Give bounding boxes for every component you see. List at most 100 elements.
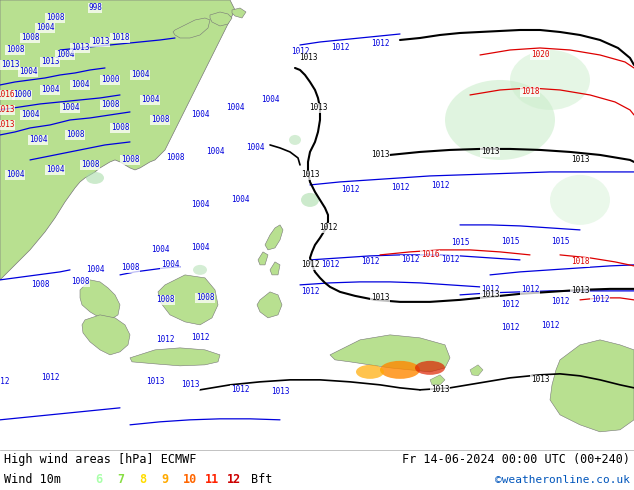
Text: 1013: 1013 [0, 105, 14, 115]
Text: 9: 9 [161, 473, 168, 487]
Polygon shape [130, 348, 220, 366]
Text: 1013: 1013 [41, 57, 59, 67]
Text: 1013: 1013 [1, 60, 19, 70]
Polygon shape [210, 12, 232, 26]
Text: 1012: 1012 [301, 287, 320, 296]
Text: 1018: 1018 [571, 257, 589, 267]
Text: 1013: 1013 [271, 387, 289, 396]
Text: 1012: 1012 [301, 260, 320, 270]
Text: 1018: 1018 [521, 87, 540, 97]
Text: 8: 8 [139, 473, 146, 487]
Text: 1008: 1008 [156, 295, 174, 304]
Text: 1004: 1004 [46, 166, 64, 174]
Text: High wind areas [hPa] ECMWF: High wind areas [hPa] ECMWF [4, 453, 197, 466]
Text: 1004: 1004 [191, 200, 209, 209]
Ellipse shape [415, 361, 445, 375]
Text: 1012: 1012 [501, 323, 519, 332]
Text: 1013: 1013 [371, 150, 389, 159]
Text: 1012: 1012 [481, 285, 499, 294]
Text: 1004: 1004 [161, 260, 179, 270]
Polygon shape [430, 375, 445, 385]
Text: 1015: 1015 [501, 237, 519, 246]
Text: 12: 12 [227, 473, 242, 487]
Text: 1008: 1008 [66, 130, 84, 140]
Text: 1012: 1012 [401, 255, 419, 265]
Text: 1004: 1004 [29, 135, 48, 145]
Text: 1012: 1012 [319, 223, 337, 232]
Ellipse shape [550, 175, 610, 225]
Text: 1004: 1004 [226, 103, 244, 113]
Ellipse shape [380, 361, 420, 379]
Text: 1008: 1008 [120, 155, 139, 165]
Text: 1008: 1008 [71, 277, 89, 286]
Ellipse shape [445, 80, 555, 160]
Text: 1012: 1012 [361, 257, 379, 267]
Text: 1000: 1000 [13, 91, 31, 99]
Text: 1008: 1008 [46, 14, 64, 23]
Text: 1016: 1016 [0, 91, 14, 99]
Text: ©weatheronline.co.uk: ©weatheronline.co.uk [495, 475, 630, 485]
Text: 1020: 1020 [531, 50, 549, 59]
Polygon shape [80, 280, 120, 320]
Text: 1004: 1004 [131, 71, 149, 79]
Text: 1004: 1004 [246, 144, 264, 152]
Text: 1012: 1012 [430, 181, 450, 191]
Text: 1004: 1004 [206, 147, 224, 156]
Text: 1013: 1013 [71, 44, 89, 52]
Text: 1008: 1008 [6, 46, 24, 54]
Text: 1012: 1012 [156, 335, 174, 344]
Text: 1013: 1013 [146, 377, 164, 386]
Text: 7: 7 [117, 473, 124, 487]
Text: 1013: 1013 [181, 380, 199, 390]
Text: 1012: 1012 [551, 297, 569, 306]
Text: 1012: 1012 [371, 40, 389, 49]
Text: 1013: 1013 [371, 294, 389, 302]
Text: 1004: 1004 [36, 24, 55, 32]
Text: Fr 14-06-2024 00:00 UTC (00+240): Fr 14-06-2024 00:00 UTC (00+240) [402, 453, 630, 466]
Text: 1004: 1004 [19, 68, 37, 76]
Text: 1008: 1008 [21, 33, 39, 43]
Text: 1013: 1013 [0, 121, 14, 129]
Ellipse shape [301, 193, 319, 207]
Text: 6: 6 [95, 473, 102, 487]
Polygon shape [270, 262, 280, 275]
Text: 1004: 1004 [86, 266, 104, 274]
Text: 1008: 1008 [81, 160, 100, 170]
Text: 1013: 1013 [309, 103, 327, 113]
Polygon shape [173, 18, 210, 38]
Text: 1004: 1004 [71, 80, 89, 90]
Text: 1012: 1012 [591, 295, 609, 304]
Text: 1012: 1012 [231, 385, 249, 394]
Text: 1013: 1013 [299, 53, 317, 63]
Polygon shape [158, 275, 218, 325]
Polygon shape [232, 8, 246, 18]
Text: 1013: 1013 [571, 155, 589, 165]
Text: 11: 11 [205, 473, 219, 487]
Text: 10: 10 [183, 473, 197, 487]
Text: 1012: 1012 [521, 285, 540, 294]
Text: 1012: 1012 [541, 321, 559, 330]
Text: 1016: 1016 [421, 250, 439, 259]
Polygon shape [258, 252, 268, 265]
Polygon shape [257, 292, 282, 318]
Text: 1015: 1015 [551, 237, 569, 246]
Text: 1008: 1008 [165, 153, 184, 163]
Text: 1012: 1012 [391, 183, 410, 193]
Text: 1013: 1013 [91, 37, 109, 47]
Polygon shape [470, 365, 483, 376]
Text: 1000: 1000 [101, 75, 119, 84]
Text: 1004: 1004 [231, 196, 249, 204]
Text: 1008: 1008 [31, 280, 49, 290]
Text: 1004: 1004 [41, 85, 59, 95]
Text: 1012: 1012 [291, 48, 309, 56]
Text: 1008: 1008 [151, 116, 169, 124]
Text: 1013: 1013 [301, 171, 320, 179]
Text: 1013: 1013 [481, 147, 499, 156]
Text: 1008: 1008 [120, 264, 139, 272]
Text: 1012: 1012 [191, 333, 209, 343]
Text: 1004: 1004 [261, 96, 279, 104]
Text: 1013: 1013 [430, 385, 450, 394]
Ellipse shape [289, 135, 301, 145]
Ellipse shape [193, 265, 207, 275]
Text: 1012: 1012 [0, 377, 10, 386]
